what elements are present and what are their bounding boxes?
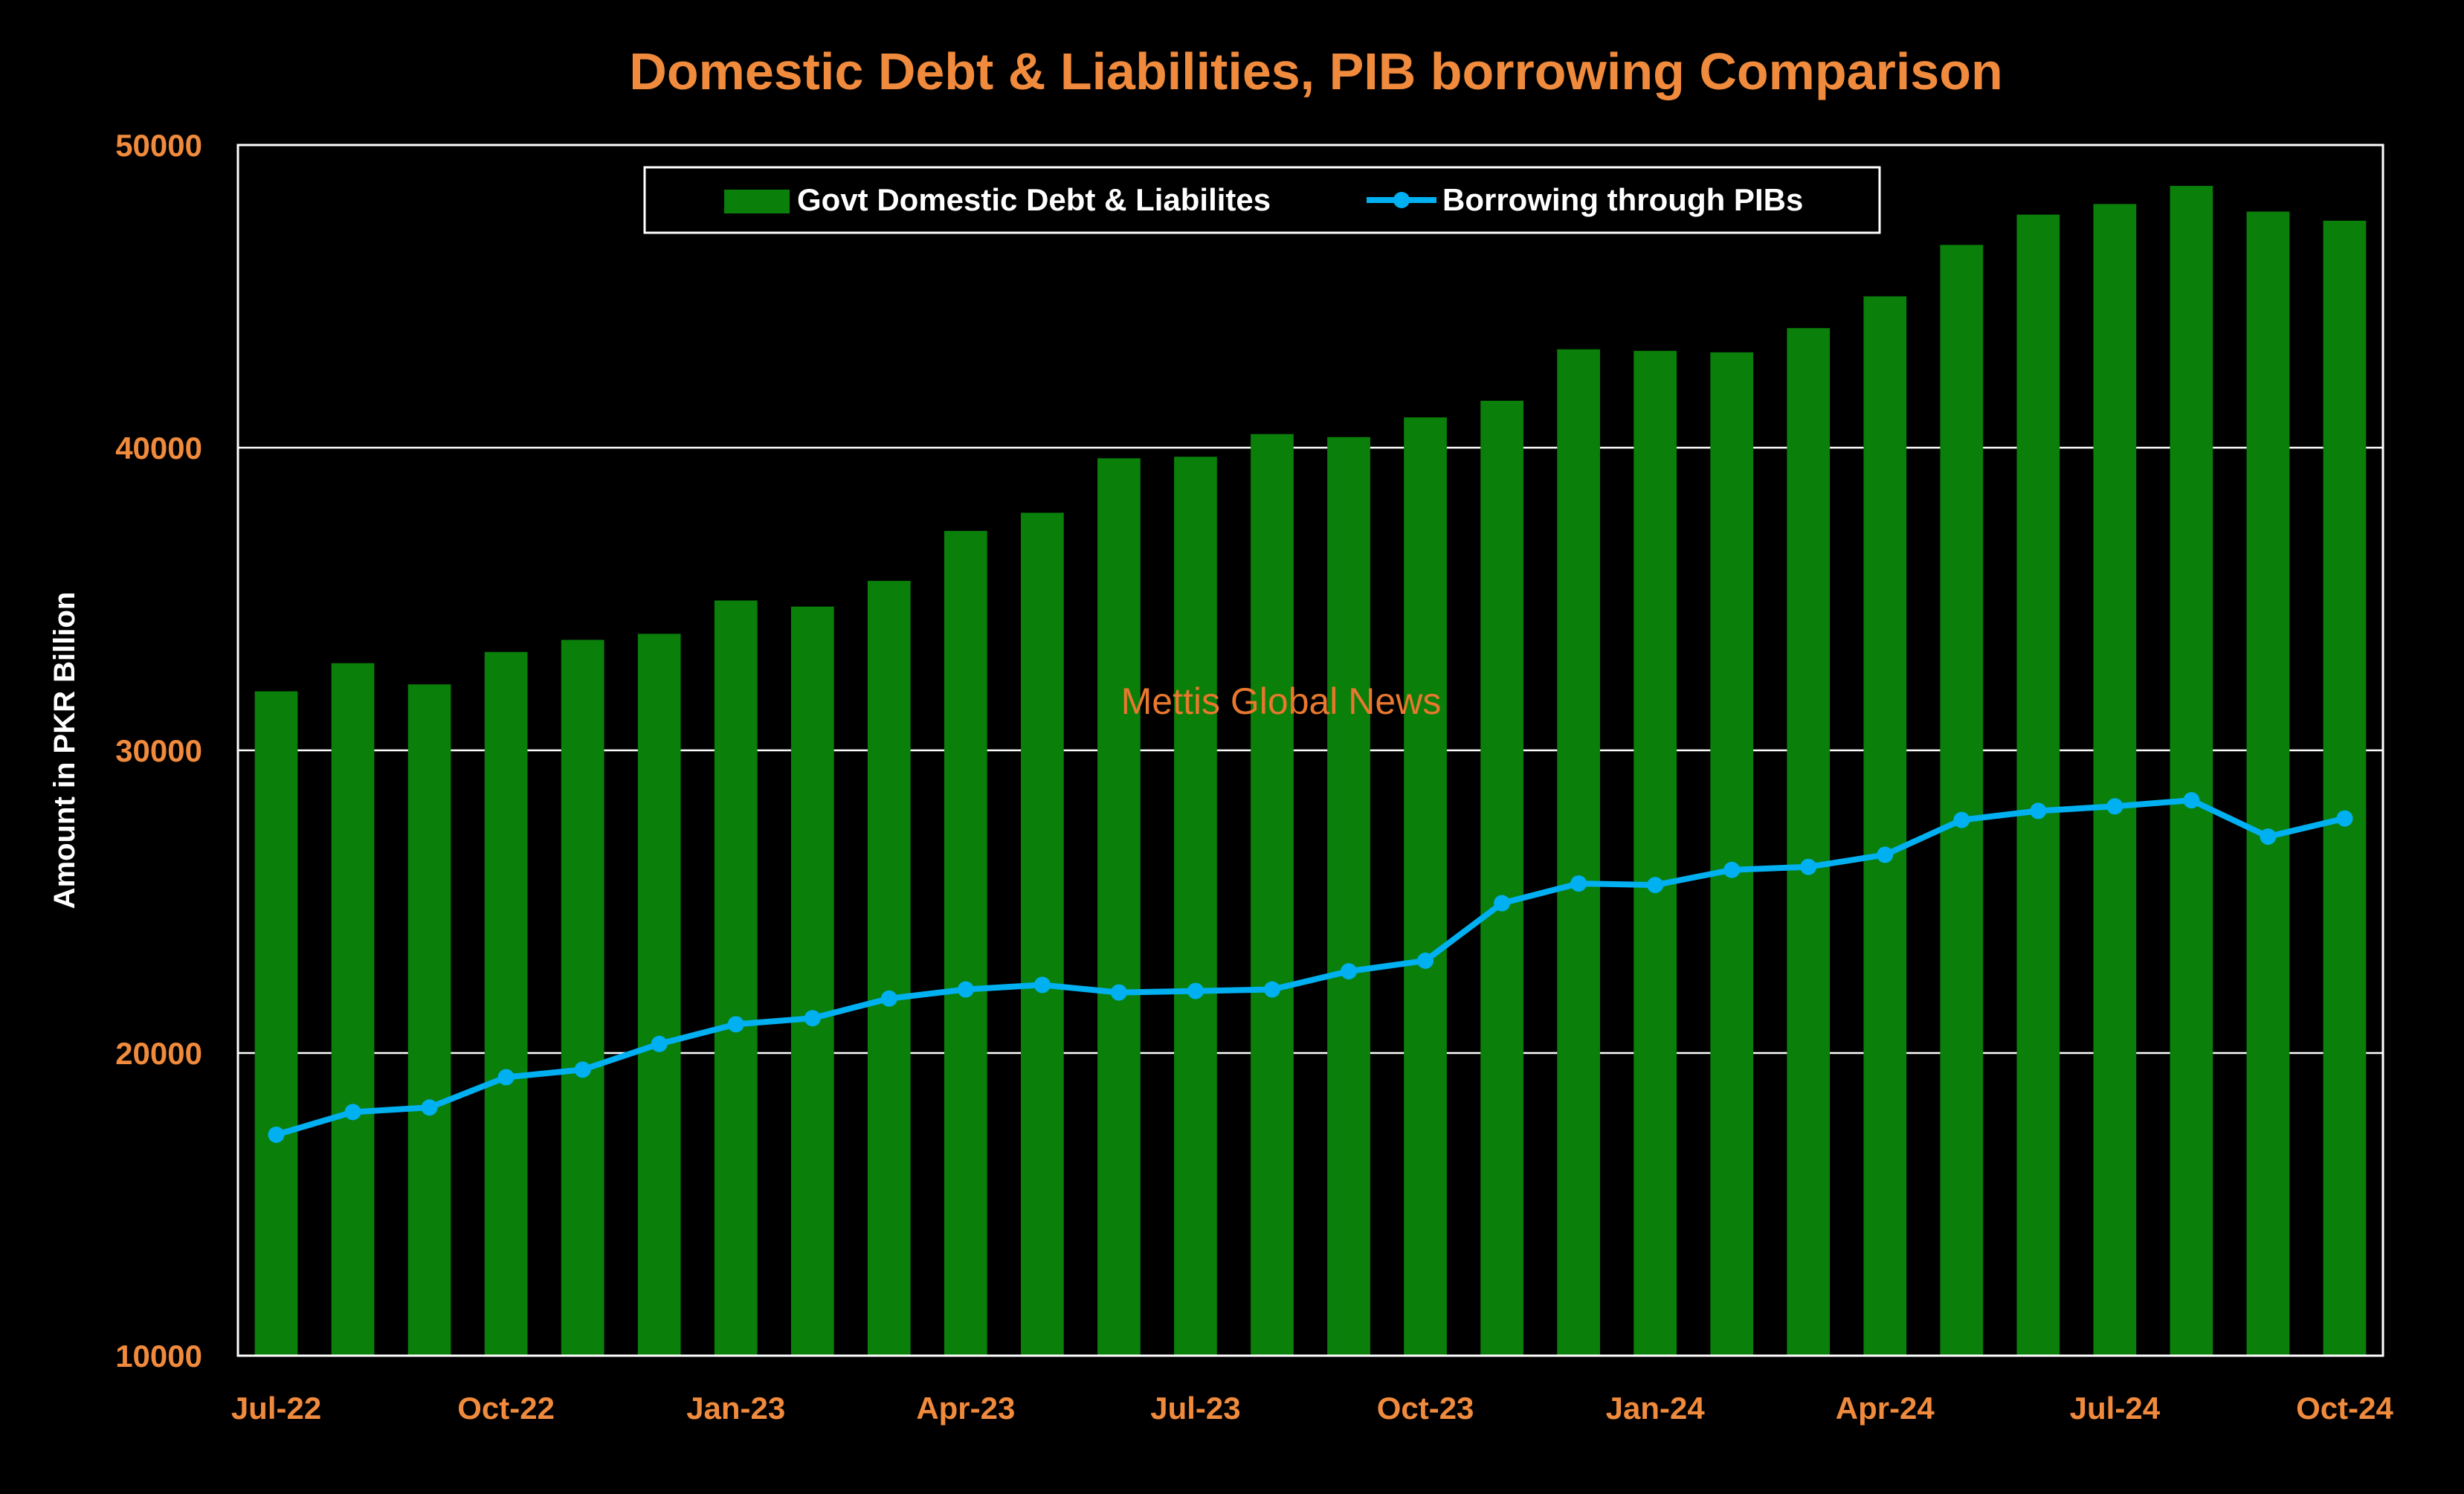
y-tick-label: 50000 bbox=[115, 128, 202, 163]
bar-Jul-24 bbox=[2093, 204, 2137, 1356]
x-tick-label: Oct-24 bbox=[2296, 1391, 2393, 1426]
bar-Apr-23 bbox=[944, 530, 987, 1356]
point-Dec-23 bbox=[1570, 875, 1587, 892]
x-tick-label: Apr-23 bbox=[916, 1391, 1015, 1426]
point-Nov-23 bbox=[1494, 895, 1511, 912]
y-tick-label: 30000 bbox=[115, 733, 202, 768]
bar-Oct-24 bbox=[2323, 220, 2367, 1356]
point-Sep-24 bbox=[2260, 828, 2277, 845]
x-tick-label: Jul-22 bbox=[231, 1391, 321, 1426]
legend-swatch-marker bbox=[1393, 192, 1410, 208]
bar-May-24 bbox=[1940, 245, 1984, 1356]
bar-Dec-22 bbox=[637, 634, 681, 1356]
bar-Oct-22 bbox=[484, 651, 528, 1356]
bar-Dec-23 bbox=[1557, 349, 1600, 1356]
point-Nov-22 bbox=[574, 1061, 591, 1078]
point-Jul-24 bbox=[2106, 798, 2123, 815]
chart-title: Domestic Debt & Liabilities, PIB borrowi… bbox=[629, 42, 2002, 100]
legend-box bbox=[643, 166, 1881, 234]
point-Mar-23 bbox=[880, 990, 897, 1007]
point-Apr-24 bbox=[1877, 846, 1894, 863]
bar-Jul-22 bbox=[254, 691, 298, 1356]
x-tick-label: Jan-23 bbox=[686, 1391, 785, 1426]
bar-series bbox=[254, 185, 2367, 1356]
point-Oct-24 bbox=[2336, 810, 2353, 827]
legend-label-bar: Govt Domestic Debt & Liabilites bbox=[797, 182, 1271, 217]
bar-Jan-24 bbox=[1633, 350, 1677, 1356]
bar-Mar-24 bbox=[1787, 328, 1831, 1356]
bar-Jun-24 bbox=[2016, 214, 2060, 1356]
y-tick-label: 20000 bbox=[115, 1036, 202, 1071]
bar-Aug-22 bbox=[331, 663, 375, 1356]
point-Oct-23 bbox=[1417, 952, 1434, 969]
y-axis-title: Amount in PKR Billion bbox=[48, 592, 81, 909]
bar-Feb-24 bbox=[1710, 352, 1754, 1356]
point-Apr-23 bbox=[957, 981, 974, 998]
point-Jul-23 bbox=[1187, 982, 1204, 999]
point-Dec-22 bbox=[651, 1035, 668, 1052]
x-tick-label: Apr-24 bbox=[1836, 1391, 1935, 1426]
point-May-23 bbox=[1033, 976, 1051, 994]
point-Jun-24 bbox=[2030, 802, 2047, 820]
y-axis-ticks: 10000 20000 30000 40000 50000 bbox=[115, 128, 202, 1374]
bar-Aug-24 bbox=[2170, 185, 2213, 1356]
x-axis-ticks: Jul-22 Oct-22 Jan-23 Apr-23 Jul-23 Oct-23 Jan-… bbox=[231, 1391, 2394, 1426]
x-tick-label: Jul-24 bbox=[2070, 1391, 2161, 1426]
bar-Mar-23 bbox=[867, 581, 911, 1356]
bar-Oct-23 bbox=[1404, 417, 1447, 1356]
legend-label-line: Borrowing through PIBs bbox=[1442, 182, 1803, 217]
bar-Sep-23 bbox=[1327, 437, 1370, 1356]
bar-Jul-23 bbox=[1174, 457, 1217, 1356]
x-tick-label: Oct-22 bbox=[457, 1391, 555, 1426]
y-tick-label: 10000 bbox=[115, 1339, 202, 1374]
point-Sep-22 bbox=[421, 1099, 438, 1116]
bar-Jan-23 bbox=[714, 600, 758, 1356]
point-Aug-23 bbox=[1263, 981, 1280, 998]
point-Jan-23 bbox=[727, 1016, 744, 1033]
bar-May-23 bbox=[1021, 512, 1064, 1356]
point-Jul-22 bbox=[268, 1126, 285, 1143]
x-tick-label: Jul-23 bbox=[1150, 1391, 1240, 1426]
point-Aug-22 bbox=[344, 1104, 361, 1121]
line-series bbox=[268, 792, 2353, 1143]
bar-Nov-23 bbox=[1480, 400, 1523, 1356]
x-tick-label: Jan-24 bbox=[1606, 1391, 1706, 1426]
bar-Aug-23 bbox=[1251, 434, 1294, 1356]
bar-Jun-23 bbox=[1097, 458, 1141, 1356]
bar-Sep-24 bbox=[2246, 211, 2290, 1356]
point-Sep-23 bbox=[1341, 963, 1358, 980]
x-tick-label: Oct-23 bbox=[1377, 1391, 1474, 1426]
y-tick-label: 40000 bbox=[115, 431, 202, 466]
point-Mar-24 bbox=[1800, 858, 1817, 875]
pib-line bbox=[275, 797, 2346, 1138]
bar-Feb-23 bbox=[790, 606, 834, 1356]
point-Feb-23 bbox=[804, 1010, 821, 1027]
plot-area-border bbox=[236, 144, 2384, 1357]
bar-Nov-22 bbox=[561, 640, 604, 1356]
point-Oct-22 bbox=[497, 1069, 515, 1086]
point-Jan-24 bbox=[1647, 877, 1664, 894]
point-May-24 bbox=[1953, 811, 1970, 828]
bar-Sep-22 bbox=[407, 684, 451, 1356]
point-Feb-24 bbox=[1723, 861, 1741, 878]
point-Aug-24 bbox=[2183, 792, 2200, 809]
legend: Govt Domestic Debt & Liabilites Borrowin… bbox=[643, 166, 1881, 234]
bar-Apr-24 bbox=[1863, 296, 1907, 1356]
watermark-text: Mettis Global News bbox=[1121, 680, 1442, 722]
legend-swatch-bar bbox=[724, 190, 790, 213]
point-Jun-23 bbox=[1110, 984, 1127, 1001]
